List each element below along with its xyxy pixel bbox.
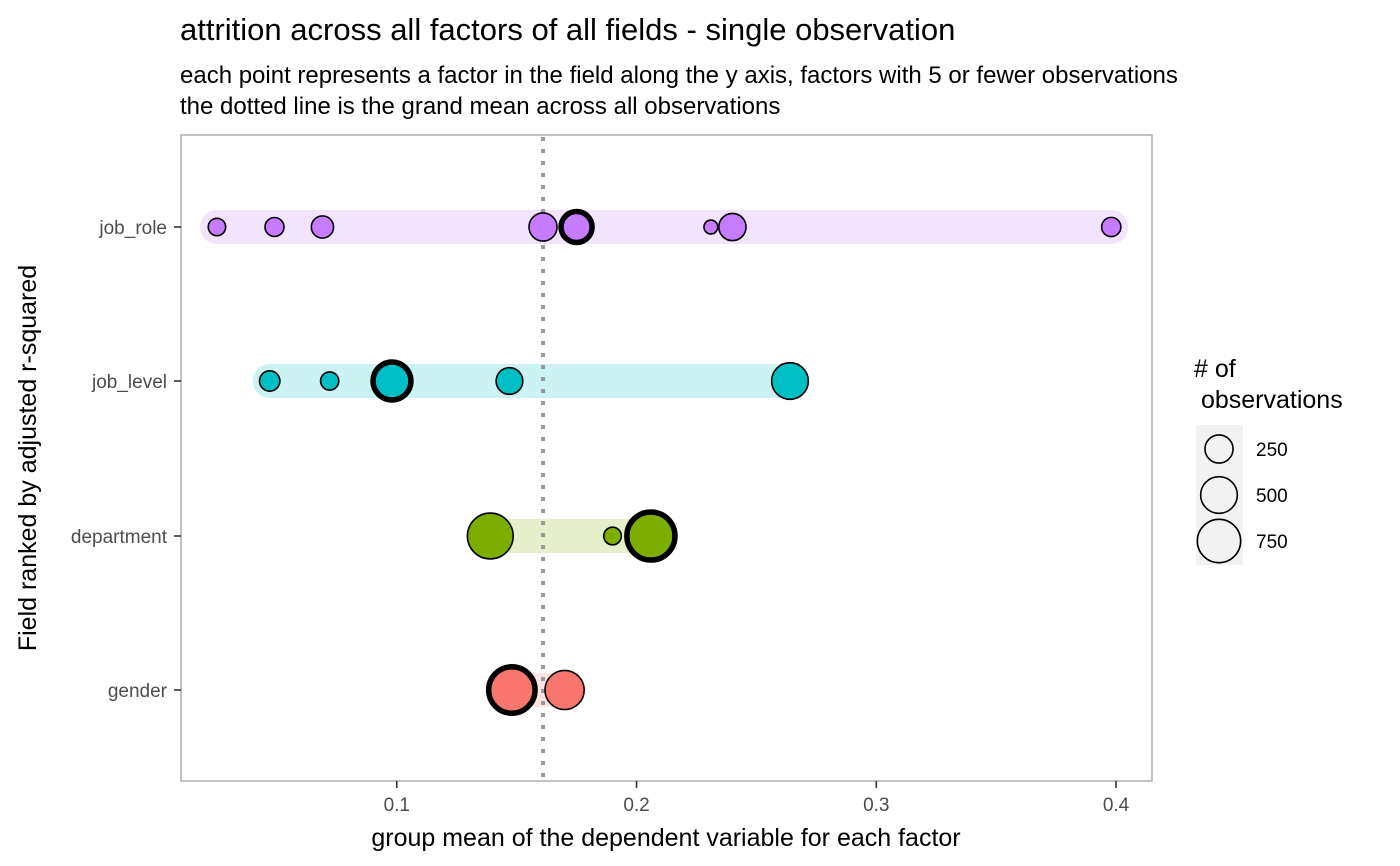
point-job_level-0 <box>258 369 281 392</box>
axes: 0.1 0.2 0.3 0.4 job_role job_level department g… <box>71 218 1130 816</box>
point-department-0 <box>466 512 514 560</box>
point-department-2 <box>624 509 678 563</box>
chart-title: attrition across all factors of all fiel… <box>180 12 955 47</box>
point-job_role-4 <box>558 208 595 246</box>
legend-label-500: 500 <box>1256 486 1288 507</box>
series-bands <box>199 210 1129 707</box>
x-tick-label-3: 0.4 <box>1103 795 1130 816</box>
y-tick-label-job_role: job_role <box>98 218 167 239</box>
point-gender-0 <box>485 664 538 716</box>
legend-title-line-2: observations <box>1194 386 1343 414</box>
point-job_role-3 <box>528 212 558 242</box>
point-job_role-1 <box>264 216 285 238</box>
legend-label-750: 750 <box>1256 532 1288 553</box>
legend: # of observations 250 500 750 <box>1194 355 1343 565</box>
legend-key-750 <box>1196 518 1242 564</box>
point-job_role-2 <box>310 215 335 239</box>
point-job_role-7 <box>1100 216 1122 238</box>
point-job_role-0 <box>207 217 227 237</box>
y-tick-label-job_level: job_level <box>91 372 167 393</box>
y-tick-label-gender: gender <box>108 681 168 702</box>
legend-key-500 <box>1199 475 1239 515</box>
x-tick-label-2: 0.3 <box>863 795 889 816</box>
x-axis-label: group mean of the dependent variable for… <box>371 824 960 852</box>
data-points <box>207 208 1122 716</box>
chart-subtitle-line-1: each point represents a factor in the fi… <box>180 62 1178 89</box>
point-job_level-2 <box>370 359 414 403</box>
y-axis-label: Field ranked by adjusted r-squared <box>14 265 42 651</box>
chart-subtitle-line-2: the dotted line is the grand mean across… <box>180 93 780 120</box>
point-gender-1 <box>544 669 586 711</box>
point-job_level-4 <box>770 361 810 401</box>
x-tick-label-1: 0.2 <box>623 795 649 816</box>
y-tick-label-department: department <box>71 527 168 548</box>
x-tick-label-0: 0.1 <box>384 795 410 816</box>
legend-label-250: 250 <box>1256 440 1288 461</box>
point-department-1 <box>602 526 623 546</box>
point-job_role-6 <box>718 212 747 242</box>
point-job_role-5 <box>703 219 719 235</box>
point-job_level-1 <box>319 371 340 391</box>
legend-key-250 <box>1204 434 1234 464</box>
point-job_level-3 <box>495 366 524 396</box>
legend-title-line-1: # of <box>1194 355 1236 383</box>
